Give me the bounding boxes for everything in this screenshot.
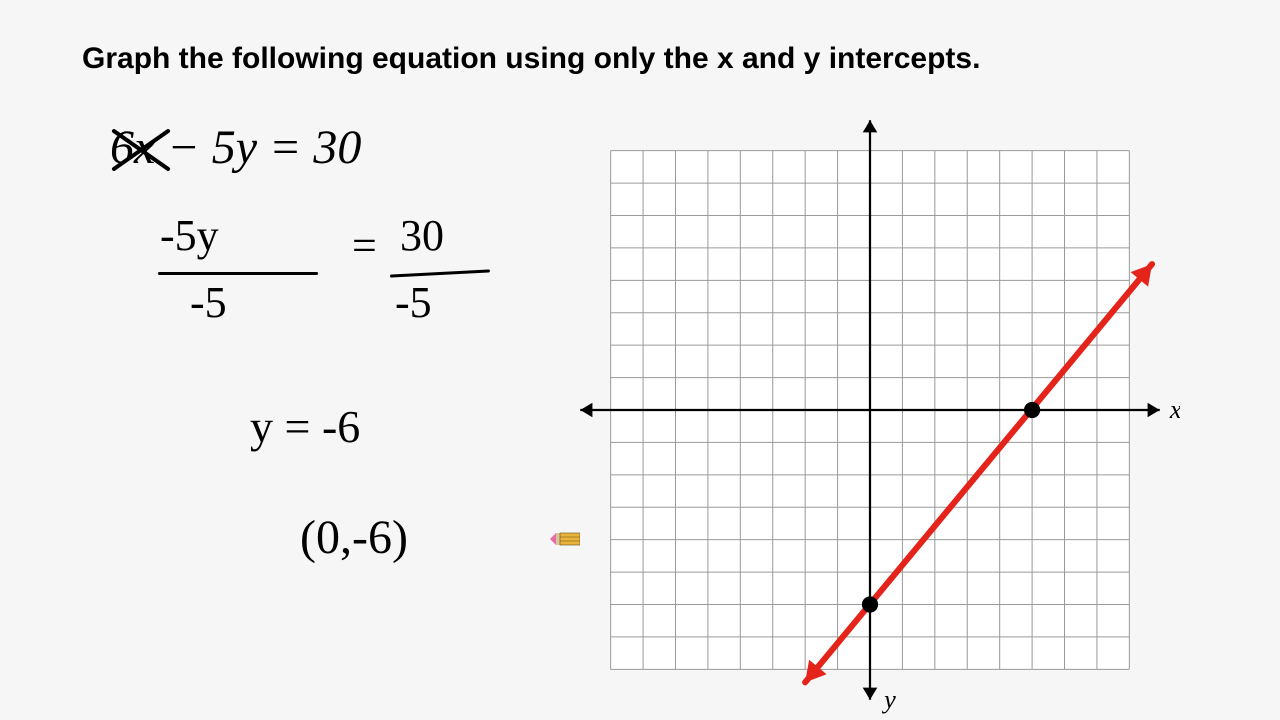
hw-step1-left-num: -5y [160,210,219,261]
hw-step1-right-num: 30 [400,210,444,261]
fraction-bar-left [158,272,318,275]
svg-text:y: y [881,685,896,714]
svg-text:x: x [1169,395,1180,424]
page-title: Graph the following equation using only … [82,42,980,76]
hw-step2: y = -6 [250,400,360,453]
hw-step1-right-den: -5 [395,277,432,328]
hw-step1-left-den: -5 [190,277,227,328]
hw-step3-point: (0,-6) [300,510,408,565]
hw-step1-eq: = [352,220,377,271]
coordinate-graph: xy [560,100,1180,720]
math-work-area: 6x − 5y = 30 -5y = 30 -5 -5 y = -6 (0,-6… [70,100,570,660]
